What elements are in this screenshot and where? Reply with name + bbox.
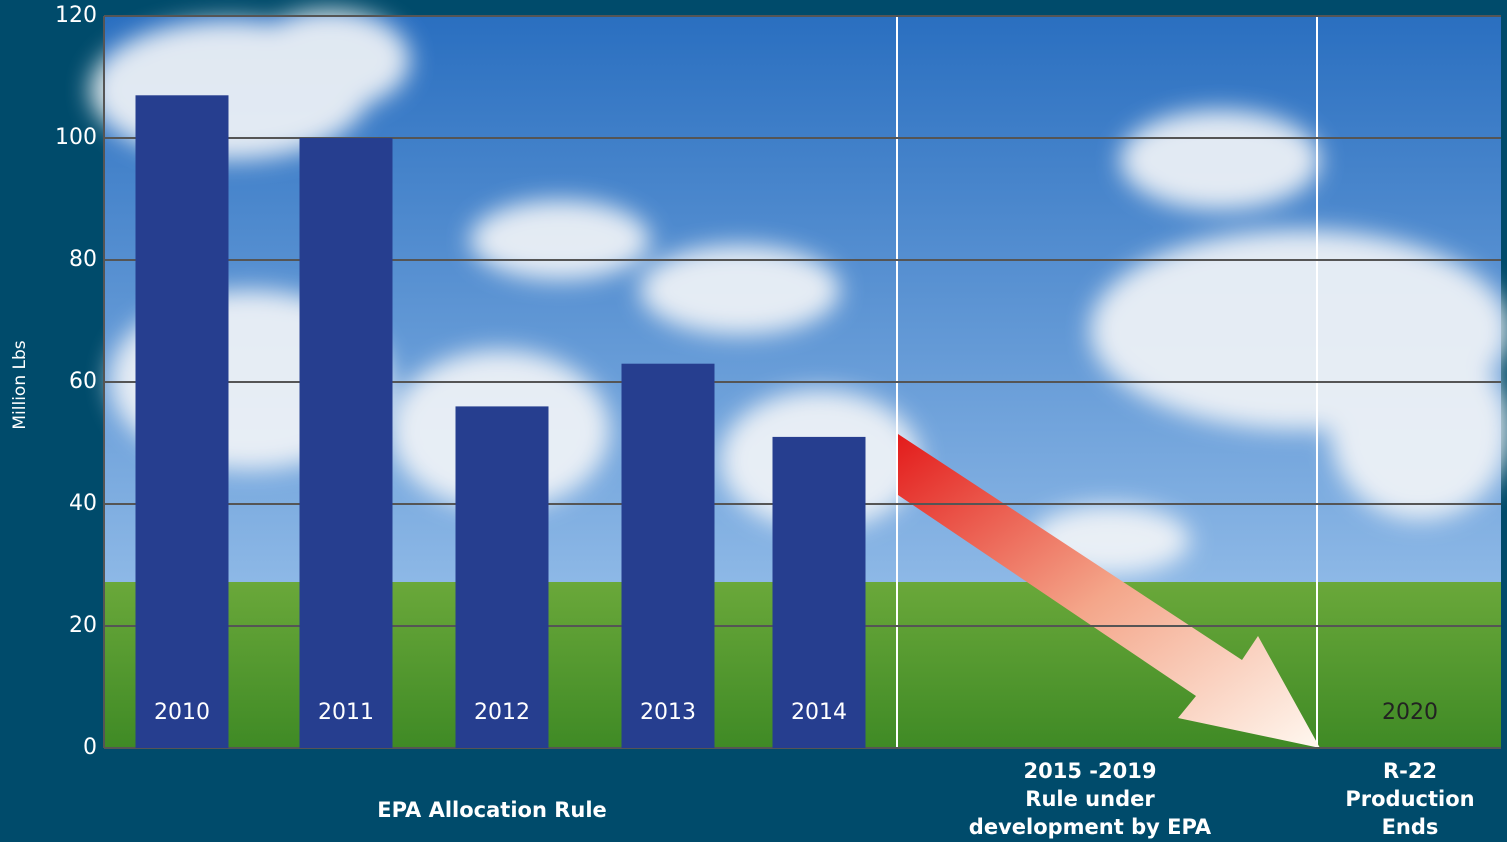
y-tick-label: 100 <box>55 125 97 150</box>
x-tick-label: 2013 <box>640 700 696 725</box>
phase-label: 2015 -2019 <box>1024 759 1157 783</box>
phase-label: Ends <box>1382 815 1439 839</box>
x-tick-label: 2014 <box>791 700 847 725</box>
x-tick-label: 2010 <box>154 700 210 725</box>
bar <box>300 138 393 748</box>
phase-label: EPA Allocation Rule <box>377 798 607 822</box>
bar <box>136 95 229 748</box>
y-tick-label: 120 <box>55 3 97 28</box>
x-tick-label: 2011 <box>318 700 374 725</box>
y-tick-label: 20 <box>69 613 97 638</box>
y-axis-label: Million Lbs <box>10 340 30 429</box>
phase-label: Production <box>1345 787 1474 811</box>
annotation: 2020 <box>1382 700 1438 725</box>
phase-label: Rule under <box>1025 787 1155 811</box>
page: {"chart_data": {"type": "bar", "y_label"… <box>0 0 1507 842</box>
y-tick-label: 80 <box>69 247 97 272</box>
phase-label: development by EPA <box>969 815 1212 839</box>
y-tick-label: 40 <box>69 491 97 516</box>
bar <box>622 364 715 748</box>
y-tick-label: 60 <box>69 369 97 394</box>
y-tick-label: 0 <box>83 735 97 760</box>
phase-label: R-22 <box>1383 759 1437 783</box>
bar <box>456 406 549 748</box>
x-tick-label: 2012 <box>474 700 530 725</box>
chart: Million Lbs 2020 0 20 40 60 80 100 120 2010 2011… <box>0 0 1507 842</box>
